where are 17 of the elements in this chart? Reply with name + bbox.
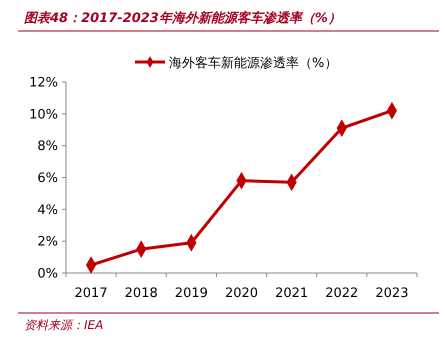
y-tick-label: 6% [37,171,58,186]
x-tick-label: 2022 [325,286,358,301]
legend-label: 海外客车新能源渗透率（%） [169,55,338,71]
x-tick-label: 2017 [74,286,108,301]
text: 资料来源：IEA [24,318,104,332]
x-tick-label: 2019 [174,286,208,301]
y-tick-label: 2% [37,234,58,250]
x-tick-label: 2018 [124,286,158,301]
y-tick-label: 8% [37,139,58,154]
y-tick-label: 10% [29,107,58,122]
y-tick-label: 4% [37,202,58,218]
x-tick-label: 2021 [275,286,308,301]
chart-title: 图表48：2017-2023年海外新能源客车渗透率（%） [24,10,341,26]
y-tick-label: 0% [37,266,58,282]
x-tick-label: 2020 [224,286,258,301]
x-tick-label: 2023 [375,286,408,301]
y-tick-label: 12% [29,76,58,91]
